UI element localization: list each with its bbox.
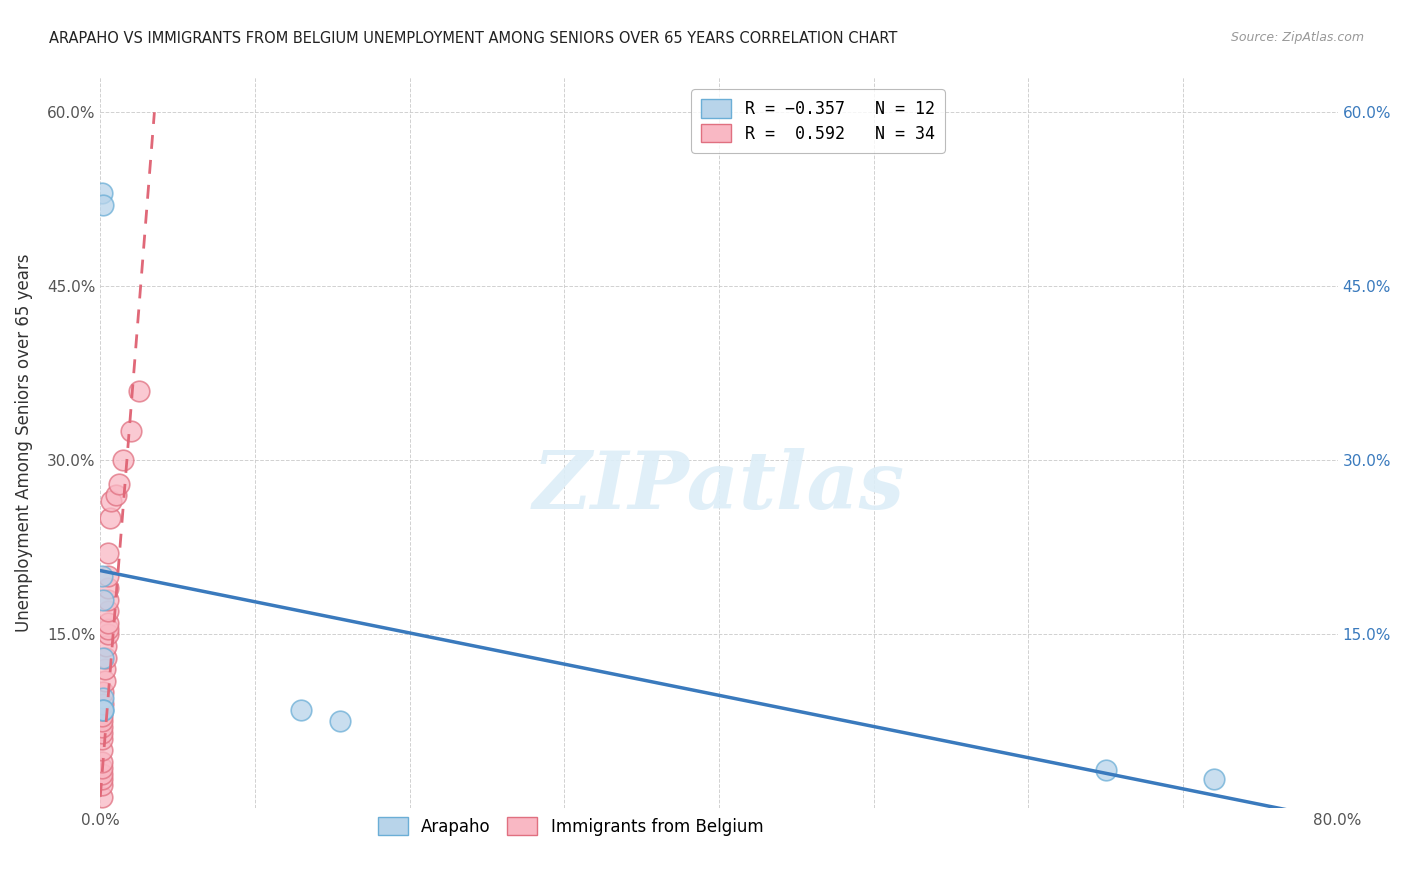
Point: [108, 476, 131, 491]
Point: [96, 639, 118, 653]
Point: [97, 592, 120, 607]
Point: [104, 488, 127, 502]
Point: [90, 720, 112, 734]
Point: [128, 384, 150, 398]
Point: [93, 697, 115, 711]
Point: [1094, 763, 1116, 777]
Point: [98, 511, 121, 525]
Point: [97, 622, 120, 636]
Point: [90, 186, 112, 201]
Point: [90, 731, 112, 746]
Point: [93, 198, 115, 212]
Point: [93, 691, 115, 706]
Point: [112, 453, 135, 467]
Point: [97, 627, 120, 641]
Point: [94, 662, 117, 676]
Point: [90, 714, 112, 729]
Text: Source: ZipAtlas.com: Source: ZipAtlas.com: [1230, 31, 1364, 45]
Point: [97, 581, 120, 595]
Point: [97, 546, 120, 560]
Point: [290, 703, 312, 717]
Point: [100, 494, 122, 508]
Point: [90, 778, 112, 792]
Text: ZIPatlas: ZIPatlas: [533, 448, 905, 525]
Point: [97, 604, 120, 618]
Point: [90, 569, 112, 583]
Point: [90, 766, 112, 780]
Point: [90, 708, 112, 723]
Point: [1202, 772, 1225, 787]
Point: [90, 789, 112, 804]
Point: [90, 761, 112, 775]
Point: [93, 703, 115, 717]
Text: ARAPAHO VS IMMIGRANTS FROM BELGIUM UNEMPLOYMENT AMONG SENIORS OVER 65 YEARS CORR: ARAPAHO VS IMMIGRANTS FROM BELGIUM UNEMP…: [49, 31, 897, 46]
Point: [120, 425, 142, 439]
Point: [96, 650, 118, 665]
Point: [329, 714, 352, 729]
Point: [90, 743, 112, 757]
Point: [97, 569, 120, 583]
Y-axis label: Unemployment Among Seniors over 65 years: Unemployment Among Seniors over 65 years: [15, 253, 32, 632]
Point: [93, 703, 115, 717]
Point: [94, 673, 117, 688]
Point: [93, 592, 115, 607]
Point: [90, 726, 112, 740]
Legend: Arapaho, Immigrants from Belgium: Arapaho, Immigrants from Belgium: [370, 809, 772, 844]
Point: [90, 703, 112, 717]
Point: [93, 685, 115, 699]
Point: [90, 772, 112, 787]
Point: [93, 650, 115, 665]
Point: [97, 615, 120, 630]
Point: [90, 755, 112, 769]
